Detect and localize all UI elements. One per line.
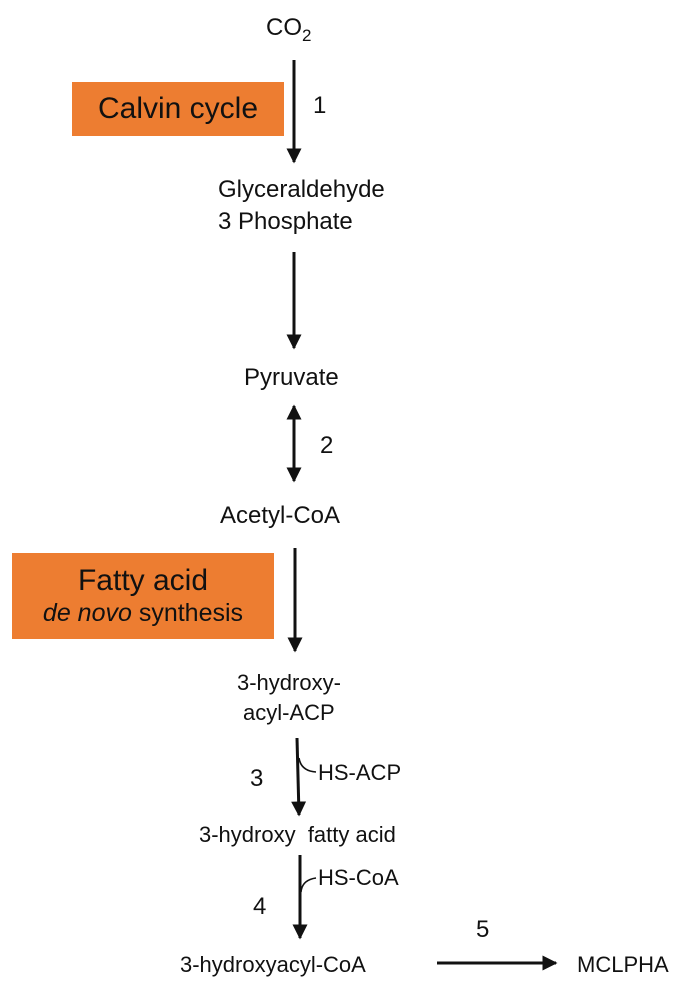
hydroxyacyl-acp-line1: 3-hydroxy- xyxy=(237,670,341,695)
step-5-label: 5 xyxy=(476,916,490,943)
step-2-label: 2 xyxy=(320,432,334,459)
calvin-cycle-label: Calvin cycle xyxy=(97,92,259,125)
co2-subscript: 2 xyxy=(302,26,312,45)
step-3-label: 3 xyxy=(250,765,264,792)
de-novo-synthesis-label: de novo synthesis xyxy=(43,598,243,628)
hs-coa-label: HS-CoA xyxy=(318,865,399,890)
fatty-acid-label: Fatty acid xyxy=(77,564,209,597)
de-novo-italic: de novo xyxy=(42,599,132,627)
acetyl-coa-node: Acetyl-CoA xyxy=(220,502,341,529)
g3p-line1: Glyceraldehyde xyxy=(218,176,385,203)
mclpha-node: MCLPHA xyxy=(577,952,669,977)
hs-coa-uptake-curve xyxy=(300,877,317,893)
synthesis-text: synthesis xyxy=(131,599,244,627)
co2-node: CO2 xyxy=(266,14,311,50)
g3p-line2: 3 Phosphate xyxy=(218,208,353,235)
fatty-acid-synthesis-box: Fatty acid de novo synthesis xyxy=(12,553,274,639)
step-4-label: 4 xyxy=(253,893,267,920)
calvin-cycle-box: Calvin cycle xyxy=(72,82,284,136)
hs-acp-label: HS-ACP xyxy=(318,760,402,785)
hydroxyacyl-acp-node: 3-hydroxy- acyl-ACP xyxy=(237,668,341,728)
step-1-label: 1 xyxy=(313,92,327,119)
co2-text: CO xyxy=(266,14,302,41)
glyceraldehyde-3-phosphate-node: Glyceraldehyde 3 Phosphate xyxy=(218,174,385,238)
pyruvate-node: Pyruvate xyxy=(244,364,339,391)
arrow-acp-to-fattyacid xyxy=(291,737,307,817)
hydroxyacyl-acp-line2: acyl-ACP xyxy=(243,700,335,725)
hs-acp-release-curve xyxy=(298,757,317,773)
hydroxyacyl-coa-node: 3-hydroxyacyl-CoA xyxy=(180,952,366,977)
hydroxy-fatty-acid-node: 3-hydroxy fatty acid xyxy=(199,822,396,847)
